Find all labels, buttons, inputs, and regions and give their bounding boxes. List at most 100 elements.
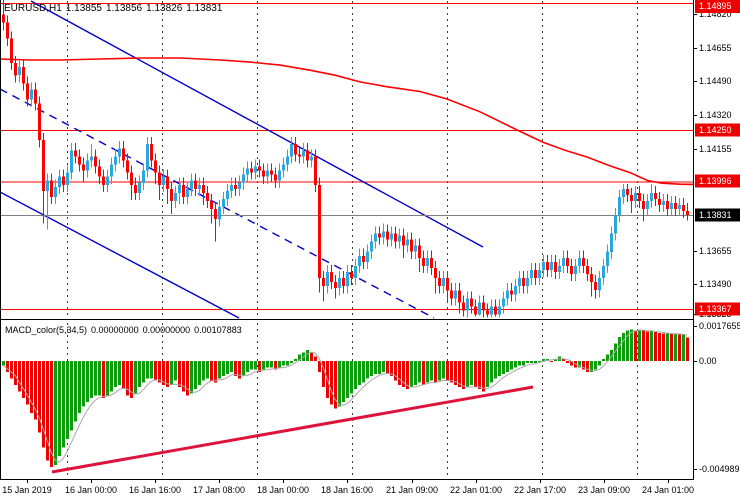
candle-body xyxy=(62,176,65,185)
macd-value-2: 0.00000000 xyxy=(142,325,191,335)
price-tick-label: 1.14155 xyxy=(699,144,732,154)
candle-body xyxy=(454,290,457,299)
macd-histogram-bar xyxy=(478,361,481,390)
trendline-blue[interactable] xyxy=(30,0,484,248)
candle-body xyxy=(190,180,193,189)
macd-histogram-bar xyxy=(390,361,393,377)
candle-body xyxy=(142,170,145,183)
price-tick-label: 1.13655 xyxy=(699,246,732,256)
candle-body xyxy=(578,257,581,266)
macd-histogram-bar xyxy=(262,361,265,370)
candle-body xyxy=(390,233,393,240)
macd-histogram-bar xyxy=(98,361,101,396)
candle-body xyxy=(86,160,89,171)
macd-histogram-bar xyxy=(234,361,237,377)
candle-body xyxy=(10,38,13,63)
candle-body xyxy=(374,233,377,242)
macd-tick-label: 0.00 xyxy=(699,356,717,366)
candle-body xyxy=(182,184,185,197)
macd-histogram-bar xyxy=(94,361,97,396)
macd-histogram-bar xyxy=(454,361,457,385)
candle-body xyxy=(606,251,609,266)
candle-body xyxy=(662,201,665,206)
macd-histogram-bar xyxy=(426,361,429,383)
candle-body xyxy=(598,278,601,291)
price-level-badge xyxy=(695,302,740,316)
candle-body xyxy=(562,257,565,266)
macd-histogram-bar xyxy=(626,330,629,361)
candle-body xyxy=(642,201,645,210)
macd-histogram-bar xyxy=(254,361,257,370)
candle-body xyxy=(590,274,593,283)
candle-body xyxy=(410,239,413,252)
macd-histogram-bar xyxy=(322,361,325,387)
macd-histogram-bar xyxy=(10,361,13,379)
candle-body xyxy=(2,14,5,23)
macd-histogram-bar xyxy=(58,361,61,457)
price-tick-label: 1.13490 xyxy=(699,279,732,289)
price-level-badge-label: 1.14895 xyxy=(699,1,732,11)
candle-body xyxy=(574,265,577,274)
macd-histogram-bar xyxy=(614,343,617,361)
macd-histogram-bar xyxy=(238,361,241,379)
price-level-badge xyxy=(695,123,740,137)
candle-body xyxy=(342,278,345,287)
macd-tick-label: -0.004989 xyxy=(699,464,740,474)
macd-histogram-bar xyxy=(142,361,145,383)
candle-body xyxy=(614,215,617,234)
macd-histogram-bar xyxy=(314,356,317,361)
macd-histogram-bar xyxy=(430,361,433,381)
macd-histogram-bar xyxy=(102,361,105,398)
macd-histogram-bar xyxy=(394,361,397,381)
candle-body xyxy=(582,257,585,266)
macd-histogram-bar xyxy=(594,361,597,370)
candle-body xyxy=(30,89,33,100)
macd-histogram-bar xyxy=(438,361,441,381)
candle-body xyxy=(362,255,365,262)
candle-body xyxy=(310,156,313,161)
candle-body xyxy=(518,278,521,287)
candle-body xyxy=(230,184,233,191)
candle-body xyxy=(314,156,317,185)
macd-histogram-bar xyxy=(286,361,289,366)
macd-histogram-bar xyxy=(534,361,537,364)
candle-body xyxy=(274,174,277,181)
candle-body xyxy=(386,231,389,240)
price-level-badge-label: 1.14250 xyxy=(699,125,732,135)
macd-histogram-bar xyxy=(50,361,53,468)
ohlc-open: 1.13855 xyxy=(65,3,102,14)
macd-trendline[interactable] xyxy=(51,385,534,474)
macd-histogram-bar xyxy=(422,361,425,385)
macd-histogram-bar xyxy=(106,361,109,396)
candle-body xyxy=(558,265,561,272)
candle-body xyxy=(258,166,261,171)
candle-body xyxy=(102,176,105,185)
macd-histogram-bar xyxy=(30,361,33,413)
candle-body xyxy=(318,184,321,279)
moving-average-line[interactable] xyxy=(0,57,694,186)
candle-body xyxy=(202,184,205,193)
candle-body xyxy=(18,67,21,76)
macd-histogram-bar xyxy=(70,361,73,431)
macd-histogram-bar xyxy=(194,361,197,390)
macd-histogram-bar xyxy=(290,361,293,364)
macd-name: MACD_color(5,34,5) xyxy=(5,325,88,335)
macd-histogram-bar xyxy=(678,334,681,361)
macd-histogram-bar xyxy=(62,361,65,448)
macd-histogram-bar xyxy=(526,361,529,364)
macd-histogram-bar xyxy=(22,361,25,398)
time-tick-label: 22 Jan 17:00 xyxy=(514,485,566,495)
macd-histogram-bar xyxy=(602,358,605,361)
candle-body xyxy=(262,170,265,177)
trendline-blue[interactable] xyxy=(0,191,240,319)
candle-body xyxy=(226,190,229,199)
macd-histogram-bar xyxy=(642,330,645,361)
macd-value-1: 0.00000000 xyxy=(91,325,139,335)
trendline-blue[interactable] xyxy=(0,88,435,319)
ohlc-low: 1.13826 xyxy=(146,3,183,14)
candle-body xyxy=(350,272,353,279)
macd-histogram-bar xyxy=(566,361,569,364)
macd-histogram-bar xyxy=(130,361,133,398)
candle-body xyxy=(654,192,657,199)
